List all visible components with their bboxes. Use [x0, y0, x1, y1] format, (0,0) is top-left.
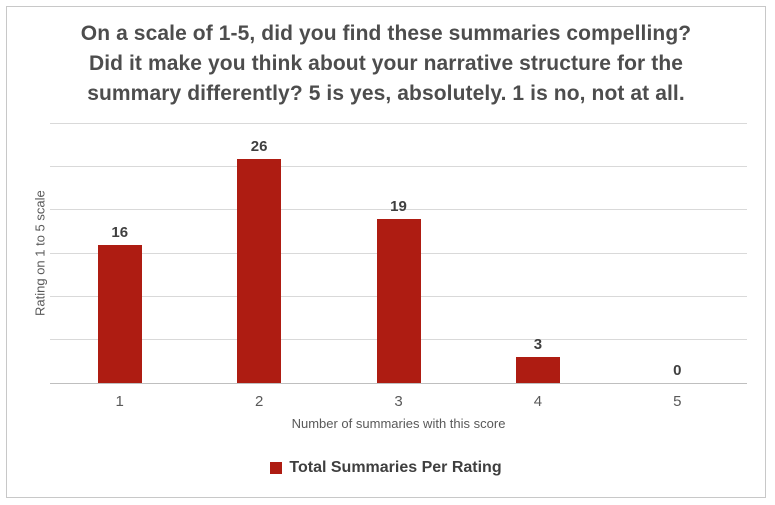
bar-value-label: 26 [250, 137, 268, 155]
x-axis-title: Number of summaries with this score [291, 416, 506, 431]
gridline [50, 166, 747, 168]
x-tick-label-1: 1 [115, 393, 124, 410]
legend: Total Summaries Per Rating [7, 459, 765, 477]
chart-title-line-1: On a scale of 1-5, did you find these su… [80, 22, 692, 45]
legend-swatch-icon [270, 462, 283, 474]
gridline [50, 209, 747, 211]
x-tick-label-4: 4 [533, 393, 543, 410]
bar-value-label: 16 [111, 223, 129, 241]
bar-group-1: 16 [50, 124, 189, 383]
bar-group-5: 0 [608, 124, 747, 383]
bar [97, 244, 142, 383]
x-tick-label-5: 5 [673, 393, 682, 410]
gridline [50, 123, 747, 124]
bar-value-label: 19 [390, 197, 407, 215]
chart-title-line-2: Did it make you think about your narrati… [88, 52, 684, 75]
plot-area: 16 26 19 3 0 [50, 123, 747, 384]
chart-frame: On a scale of 1-5, did you find these su… [6, 6, 766, 498]
bar-value-label: 3 [533, 336, 543, 354]
bar [376, 218, 421, 383]
bar-group-3: 19 [329, 124, 468, 383]
bar-group-4: 3 [468, 124, 607, 383]
bar-value-label: 0 [673, 362, 682, 379]
legend-label: Total Summaries Per Rating [289, 459, 502, 476]
bar [515, 357, 560, 383]
chart-title: On a scale of 1-5, did you find these su… [7, 19, 765, 109]
bar-group-2: 26 [189, 124, 328, 383]
x-tick-label-2: 2 [254, 393, 264, 410]
bar [237, 158, 282, 383]
chart-title-line-3: summary differently? 5 is yes, absolutel… [87, 82, 685, 105]
x-tick-label-3: 3 [394, 393, 403, 410]
y-axis-title: Rating on 1 to 5 scale [32, 190, 48, 317]
bars-container: 16 26 19 3 0 [50, 124, 747, 383]
x-axis-ticks: 1 2 3 4 5 [50, 384, 747, 410]
